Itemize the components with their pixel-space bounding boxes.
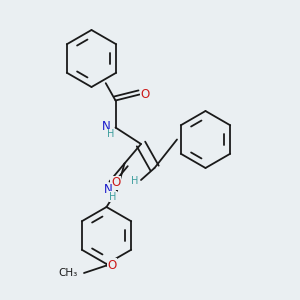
Text: CH₃: CH₃ — [58, 268, 77, 278]
Text: H: H — [107, 129, 115, 139]
Text: H: H — [110, 191, 117, 202]
Text: O: O — [107, 259, 116, 272]
Text: N: N — [103, 183, 112, 196]
Text: H: H — [131, 176, 139, 187]
Text: O: O — [111, 176, 120, 190]
Text: N: N — [102, 119, 111, 133]
Text: O: O — [140, 88, 149, 101]
